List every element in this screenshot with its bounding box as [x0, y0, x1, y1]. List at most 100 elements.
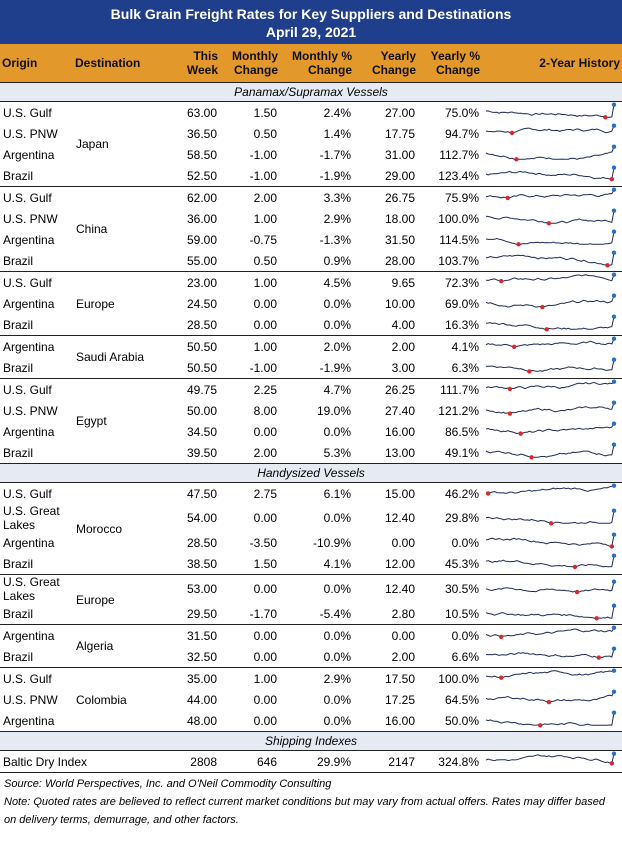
- value-cell: 2.00: [354, 335, 418, 357]
- value-cell: 1.00: [220, 667, 280, 689]
- data-row: U.S. Gulf Morocco 47.50 2.75 6.1% 15.00 46.2%: [0, 483, 622, 536]
- value-cell: 55.00: [186, 253, 217, 268]
- history-cell: [482, 603, 622, 625]
- destination: China: [73, 186, 173, 272]
- value-cell: 2.4%: [323, 105, 351, 120]
- sparkline-low: [507, 411, 513, 416]
- sparkline-high: [611, 293, 617, 298]
- sparkline-high: [611, 625, 617, 630]
- data-row: Brazil 28.50 0.00 0.0% 4.00 16.3%: [0, 314, 622, 336]
- sparkline-high: [611, 710, 617, 715]
- sparkline: [485, 293, 617, 310]
- sparkline-line: [485, 712, 615, 726]
- origin: Baltic Dry Index: [3, 754, 88, 769]
- sparkline-low: [574, 589, 580, 594]
- value-cell: 0.0%: [280, 574, 354, 603]
- destination: Morocco: [76, 521, 123, 536]
- value-cell: -1.70: [249, 606, 277, 621]
- history-cell: [482, 624, 622, 646]
- value-cell: -1.3%: [319, 232, 351, 247]
- destination: Europe: [73, 574, 173, 625]
- value-cell: 28.00: [384, 253, 415, 268]
- sparkline-high: [611, 250, 617, 255]
- sparkline-high: [611, 165, 617, 170]
- data-row: Brazil 50.50 -1.00 -1.9% 3.00 6.3%: [0, 357, 622, 379]
- destination: Colombia: [73, 667, 173, 732]
- sparkline: [485, 102, 617, 120]
- sparkline: [485, 379, 617, 392]
- sparkline-low: [518, 431, 523, 436]
- value-cell: 2.00: [391, 649, 415, 664]
- value-cell: 0.0%: [323, 713, 351, 728]
- sparkline: [485, 229, 617, 247]
- sparkline-line: [485, 146, 615, 160]
- column-header: Monthly % Change: [280, 44, 354, 83]
- value-cell: 19.0%: [316, 403, 351, 418]
- value-cell: 29.00: [384, 168, 415, 183]
- value-cell: 0.0%: [323, 317, 351, 332]
- value-cell: 0.0%: [451, 535, 479, 550]
- value-cell: 31.50: [173, 624, 220, 646]
- sparkline: [485, 421, 617, 436]
- destination: Japan: [76, 137, 109, 151]
- value-cell: -1.00: [249, 360, 277, 375]
- data-row: Argentina 58.50 -1.00 -1.7% 31.00 112.7%: [0, 144, 622, 165]
- sparkline: [485, 603, 617, 621]
- sparkline: [485, 483, 617, 496]
- destination: Saudi Arabia: [73, 335, 173, 379]
- data-row: U.S. Gulf Colombia 35.00 1.00 2.9% 17.50 100.0…: [0, 667, 622, 732]
- origin: U.S. Gulf: [0, 378, 73, 400]
- date: April 29, 2021: [265, 24, 357, 40]
- value-cell: 4.1%: [323, 556, 351, 571]
- value-cell: 49.75: [173, 378, 220, 400]
- value-cell: 16.00: [384, 424, 415, 439]
- sparkline: [485, 579, 617, 594]
- value-cell: 17.50: [354, 667, 418, 689]
- sparkline-high: [611, 508, 617, 513]
- sparkline-low: [572, 564, 578, 570]
- value-cell: 36.50: [186, 126, 217, 141]
- rates-table: Origin Destination This Week Monthly Change…: [0, 44, 622, 772]
- sparkline-low: [498, 675, 504, 680]
- sparkline: [485, 710, 617, 728]
- origin: U.S. Gulf: [3, 486, 52, 501]
- value-cell: 39.50: [186, 445, 217, 460]
- value-cell: 10.5%: [444, 606, 479, 621]
- sparkline: [485, 442, 617, 460]
- value-cell: 2.80: [391, 606, 415, 621]
- sparkline-low: [516, 242, 521, 247]
- data-row: U.S. Gulf China 62.00 2.00 3.3% 26.75 75.9%: [0, 186, 622, 272]
- history-cell: [482, 483, 622, 505]
- sparkline: [485, 165, 617, 182]
- origin: Argentina: [3, 296, 55, 311]
- data-row: Argentina 34.50 0.00 0.0% 16.00 86.5%: [0, 421, 622, 442]
- origin: Brazil: [3, 556, 34, 571]
- value-cell: 0.00: [253, 692, 277, 707]
- value-cell: 53.00: [173, 574, 220, 603]
- origin: U.S. Gulf: [0, 667, 73, 689]
- sparkline-line: [485, 423, 615, 435]
- value-cell: 0.00: [253, 511, 277, 525]
- origin: U.S. Gulf: [3, 105, 52, 120]
- value-cell: -1.9%: [319, 360, 351, 375]
- sparkline: [485, 625, 617, 640]
- sparkline: [485, 357, 617, 374]
- sparkline: [485, 336, 617, 349]
- sparkline-line: [485, 753, 615, 765]
- sparkline-high: [611, 336, 617, 341]
- value-cell: 29.8%: [444, 511, 479, 525]
- value-cell: 2.00: [253, 445, 277, 460]
- data-row: U.S. PNW 36.50 0.50 1.4% 17.75 94.7%: [0, 123, 622, 144]
- value-cell: 54.00: [186, 511, 217, 525]
- value-cell: 50.00: [186, 403, 217, 418]
- value-cell: 103.7%: [438, 253, 479, 268]
- section-row: Shipping Indexes: [0, 731, 622, 751]
- data-row: Argentina 24.50 0.00 0.0% 10.00 69.0%: [0, 293, 622, 314]
- value-cell: 0.0%: [323, 424, 351, 439]
- sparkline-line: [485, 581, 615, 593]
- value-cell: 3.3%: [280, 186, 354, 208]
- value-cell: 38.50: [186, 556, 217, 571]
- value-cell: 100.0%: [438, 211, 479, 226]
- history-cell: [482, 357, 622, 379]
- origin: Brazil: [3, 253, 34, 268]
